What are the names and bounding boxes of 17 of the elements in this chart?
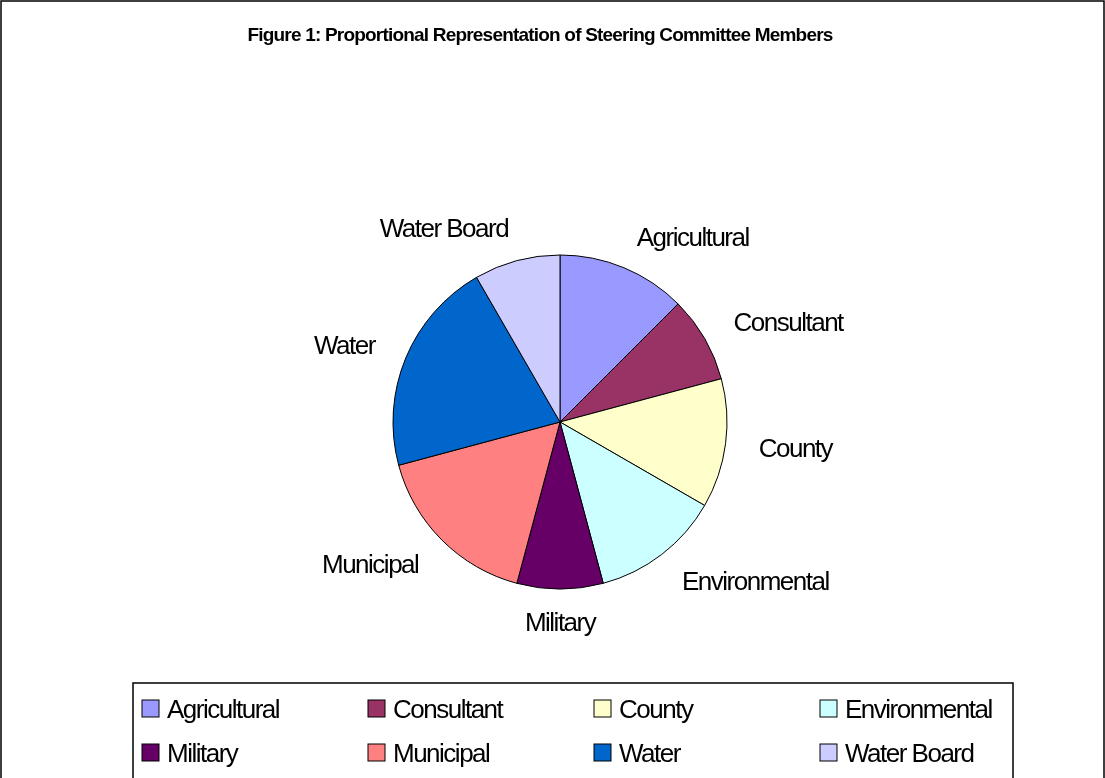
chart-title: Figure 1: Proportional Representation of Steering Committee Members [247, 24, 833, 45]
legend-label: Water Board [845, 738, 974, 768]
slice-label: Water Board [379, 213, 509, 244]
slice-label: County [758, 433, 834, 464]
legend-label: Water [619, 738, 682, 768]
slice-label: Water [313, 330, 377, 361]
legend-label: Municipal [393, 738, 491, 768]
slice-label: Environmental [682, 565, 830, 596]
legend-label: County [619, 694, 694, 724]
slice-label: Municipal [322, 548, 420, 579]
legend-label: Military [167, 738, 239, 768]
slice-label: Military [524, 607, 597, 638]
legend-label: Environmental [845, 694, 993, 724]
legend-label: Consultant [393, 694, 505, 724]
slice-label: Agricultural [636, 221, 750, 252]
slice-label: Consultant [733, 306, 846, 337]
legend-label: Agricultural [167, 694, 280, 724]
